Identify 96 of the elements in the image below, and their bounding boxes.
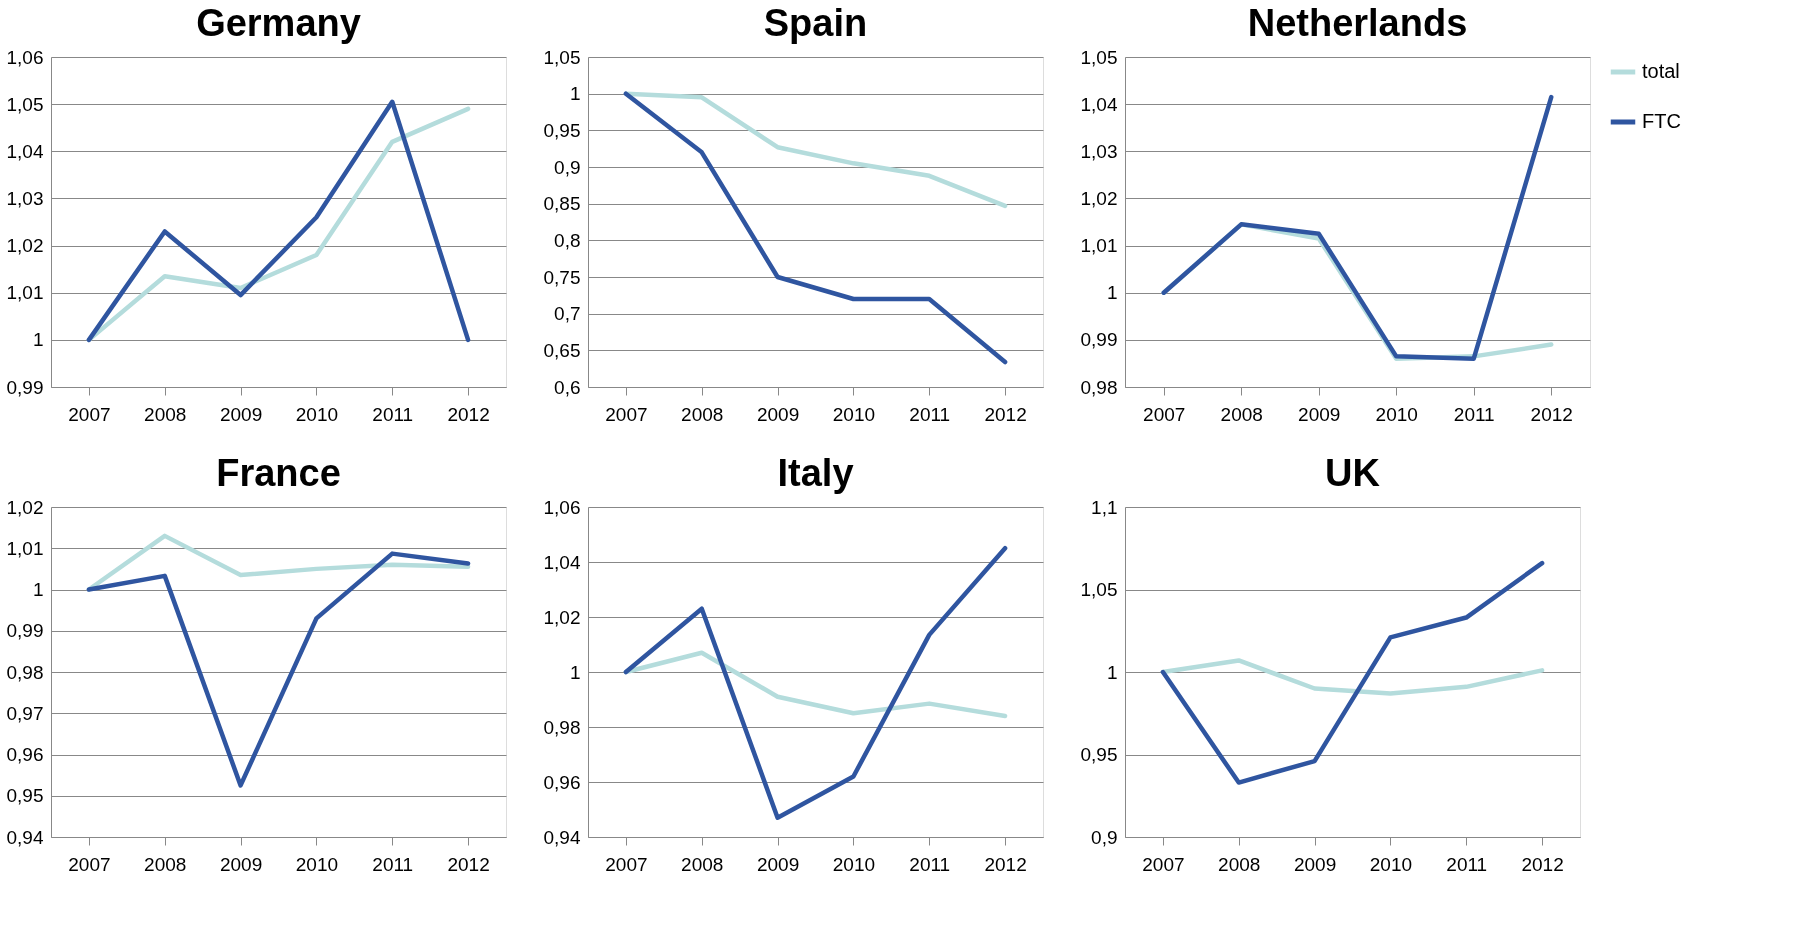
y-tick-label: 1,02: [1080, 187, 1118, 209]
x-tick-label: 2012: [1521, 853, 1564, 875]
y-tick-label: 1: [569, 661, 581, 683]
x-tick-label: 2007: [1143, 403, 1186, 425]
y-tick-label: 1,04: [1080, 93, 1118, 115]
y-tick-label: 0,96: [543, 771, 581, 793]
x-tick-label: 2012: [447, 403, 490, 425]
legend-label: total: [1642, 60, 1680, 82]
y-tick-label: 1,05: [1080, 46, 1118, 68]
line-series: [623, 546, 1008, 820]
y-tick-label: 1: [1106, 661, 1118, 683]
x-tick-label: 2009: [219, 403, 263, 425]
x-tick-label: 2011: [372, 403, 414, 425]
y-tick-label: 0,65: [543, 339, 581, 361]
y-tick-label: 1,1: [1091, 496, 1118, 518]
x-tick-label: 2007: [68, 403, 111, 425]
y-tick-label: 1,03: [1080, 140, 1118, 162]
x-tick-label: 2008: [681, 403, 724, 425]
y-tick-label: 1,02: [6, 235, 44, 257]
x-tick-label: 2010: [295, 403, 339, 425]
y-tick-label: 0,99: [6, 376, 44, 398]
x-tick-label: 2009: [756, 403, 800, 425]
y-tick-label: 0,95: [543, 119, 581, 141]
y-tick-label: 1,02: [543, 606, 581, 628]
x-tick-label: 2010: [295, 853, 339, 875]
x-tick-label: 2007: [605, 853, 648, 875]
chart-title: Germany: [196, 2, 361, 44]
line-series: [1160, 560, 1545, 785]
x-tick-label: 2012: [984, 853, 1027, 875]
y-tick-label: 0,85: [543, 193, 581, 215]
y-tick-label: 0,95: [1080, 744, 1118, 765]
y-tick-label: 0,98: [1080, 376, 1118, 398]
chart-title: Italy: [777, 452, 854, 494]
x-tick-label: 2010: [832, 853, 876, 875]
y-tick-label: 1,05: [543, 46, 581, 68]
y-tick-label: 1,05: [6, 93, 44, 115]
y-tick-label: 1,04: [543, 551, 581, 573]
x-tick-label: 2008: [1220, 403, 1263, 425]
y-tick-label: 0,99: [6, 620, 44, 642]
y-tick-label: 1: [32, 329, 44, 351]
y-tick-label: 0,9: [1091, 826, 1118, 848]
y-tick-label: 0,94: [6, 826, 44, 848]
y-tick-label: 1,01: [6, 537, 44, 559]
y-tick-label: 1,05: [1080, 579, 1118, 600]
y-tick-label: 0,94: [543, 826, 581, 848]
y-tick-label: 1: [32, 579, 44, 600]
line-series: [623, 91, 1008, 365]
y-tick-label: 1: [569, 83, 581, 105]
chart-title: France: [216, 452, 341, 494]
x-tick-label: 2008: [1218, 853, 1261, 875]
line-series: [86, 551, 471, 788]
y-tick-label: 0,97: [6, 702, 44, 724]
y-tick-label: 1,04: [6, 140, 44, 162]
x-tick-label: 2009: [756, 853, 800, 875]
y-tick-label: 0,7: [554, 303, 581, 325]
line-series: [1161, 94, 1554, 361]
x-tick-label: 2011: [1453, 403, 1495, 425]
x-tick-label: 2012: [1530, 403, 1573, 425]
y-tick-label: 0,9: [554, 156, 581, 178]
y-tick-label: 0,95: [6, 785, 44, 807]
x-tick-label: 2007: [68, 853, 111, 875]
x-tick-label: 2008: [144, 403, 187, 425]
x-tick-label: 2011: [909, 853, 951, 875]
y-tick-label: 1: [1106, 282, 1118, 304]
x-tick-label: 2009: [219, 853, 263, 875]
x-tick-label: 2011: [909, 403, 951, 425]
y-tick-label: 0,98: [543, 716, 581, 738]
y-tick-label: 0,8: [554, 229, 581, 251]
chart-title: Spain: [763, 2, 868, 44]
y-tick-label: 1,01: [6, 282, 44, 304]
y-tick-label: 0,99: [1080, 329, 1118, 351]
x-tick-label: 2008: [681, 853, 724, 875]
x-tick-label: 2010: [832, 403, 876, 425]
x-tick-label: 2010: [1375, 403, 1418, 425]
x-tick-label: 2008: [144, 853, 187, 875]
y-tick-label: 1,03: [6, 187, 44, 209]
x-tick-label: 2009: [1298, 403, 1341, 425]
x-tick-label: 2011: [1446, 853, 1488, 875]
legend-label: FTC: [1642, 110, 1681, 132]
chart-title: UK: [1325, 452, 1381, 494]
x-tick-label: 2012: [984, 403, 1027, 425]
x-tick-label: 2012: [447, 853, 490, 875]
x-tick-label: 2009: [1293, 853, 1337, 875]
y-tick-label: 1,02: [6, 496, 44, 518]
chart-title: Netherlands: [1247, 2, 1468, 44]
y-tick-label: 0,98: [6, 661, 44, 683]
y-tick-label: 1,06: [6, 46, 44, 68]
y-tick-label: 0,6: [554, 376, 581, 398]
x-tick-label: 2011: [372, 853, 414, 875]
x-tick-label: 2007: [1142, 853, 1185, 875]
y-tick-label: 1,01: [1080, 235, 1118, 257]
y-tick-label: 1,06: [543, 496, 581, 518]
x-tick-label: 2010: [1369, 853, 1413, 875]
y-tick-label: 0,96: [6, 744, 44, 765]
y-tick-label: 0,75: [543, 266, 581, 288]
x-tick-label: 2007: [605, 403, 648, 425]
